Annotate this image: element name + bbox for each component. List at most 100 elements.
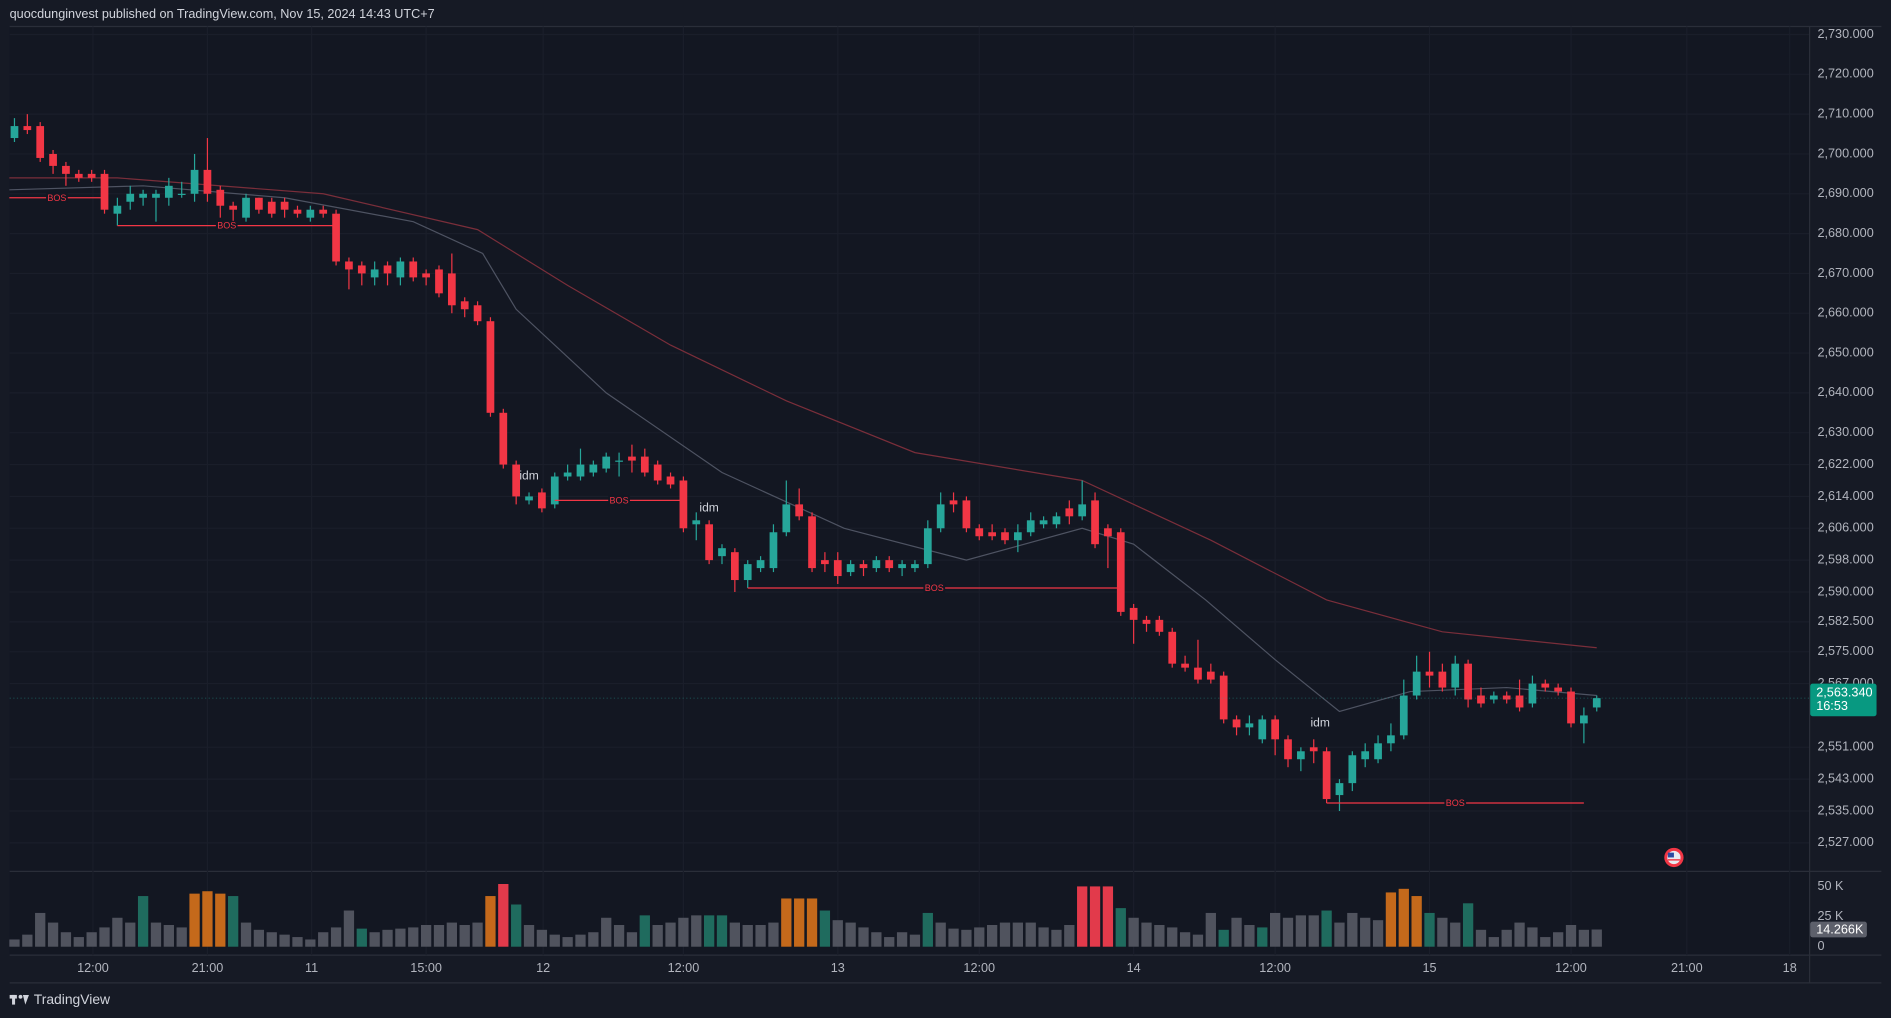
volume-bar <box>1128 917 1139 947</box>
volume-bar <box>999 922 1011 947</box>
volume-bar <box>176 927 187 947</box>
candle-body <box>1155 619 1164 632</box>
y-tick-label: 2,527.000 <box>1817 835 1873 849</box>
y-tick-label: 2,606.000 <box>1817 521 1873 535</box>
candle-body <box>833 560 842 577</box>
candle-body <box>1014 532 1022 541</box>
candle-body <box>538 492 546 509</box>
candle-body <box>486 321 495 413</box>
volume-bar <box>99 927 110 947</box>
volume-bar <box>202 891 213 947</box>
volume-bar <box>1450 922 1461 947</box>
volume-bar <box>1321 910 1332 947</box>
volume-bar <box>1089 886 1101 947</box>
candle-body <box>1361 751 1370 760</box>
volume-tick-label: 0 <box>1817 939 1824 953</box>
volume-bar <box>665 922 676 947</box>
x-tick-label: 12:00 <box>77 961 109 975</box>
candle-body <box>692 520 701 525</box>
volume-bar <box>806 898 818 947</box>
candle-body <box>628 456 636 461</box>
candle-body <box>615 460 623 462</box>
candle-body <box>216 189 225 206</box>
candle-body <box>576 464 585 477</box>
label-gap <box>923 583 946 593</box>
volume-tick-label: 25 K <box>1817 909 1844 923</box>
volume-bar <box>1051 929 1062 947</box>
candle-body <box>1142 619 1151 624</box>
y-tick-label: 2,622.000 <box>1817 457 1873 471</box>
volume-bar <box>1437 917 1448 947</box>
candle-body <box>679 480 688 529</box>
volume-bar <box>1501 929 1512 947</box>
candle-body <box>1489 695 1498 700</box>
y-tick-label: 2,720.000 <box>1817 67 1873 81</box>
volume-bar <box>1231 917 1242 947</box>
candle-body <box>1438 671 1447 688</box>
x-tick-label: 11 <box>305 961 318 975</box>
candle-body <box>821 560 829 565</box>
volume-bar <box>318 932 329 947</box>
candle-body <box>1592 698 1601 708</box>
candle-body <box>87 173 96 178</box>
label-gap <box>215 220 238 231</box>
x-tick-label: 15 <box>1422 961 1436 975</box>
candle-body <box>242 197 250 218</box>
candle-body <box>756 560 765 569</box>
volume-bar <box>1167 927 1178 947</box>
volume-bar <box>356 928 367 947</box>
volume-bar <box>1385 892 1397 947</box>
candle-body <box>1528 683 1537 704</box>
volume-bar <box>215 893 226 947</box>
x-tick-label: 14 <box>1127 961 1141 975</box>
volume-bar <box>575 934 586 947</box>
volume-bar <box>1218 929 1229 947</box>
volume-bar <box>858 927 869 947</box>
header: quocdunginvest published on TradingView.… <box>10 7 435 21</box>
candle-body <box>1078 504 1087 517</box>
candle-body <box>846 564 855 573</box>
volume-bar <box>549 934 560 947</box>
candle-body <box>435 269 443 294</box>
volume-bar <box>1411 896 1422 947</box>
volume-bar <box>279 934 290 947</box>
volume-bar <box>86 932 97 947</box>
volume-bar <box>523 925 535 947</box>
volume-bar <box>163 925 174 947</box>
candle-body <box>473 305 482 322</box>
y-tick-label: 2,598.000 <box>1817 552 1873 566</box>
volume-bar <box>729 922 741 947</box>
structure-label: BOS <box>1446 798 1465 808</box>
candle-body <box>113 205 122 214</box>
volume-bar <box>845 922 856 947</box>
volume-bar <box>9 939 20 947</box>
structure-label: BOS <box>217 221 236 231</box>
volume-bar <box>626 932 638 947</box>
volume-bar <box>703 915 715 947</box>
volume-bar <box>781 898 792 947</box>
volume-bar <box>768 922 779 947</box>
volume-bar <box>511 904 522 947</box>
candle-body <box>36 126 45 158</box>
candle-body <box>563 472 572 477</box>
volume-bar <box>253 929 265 947</box>
candle-body <box>126 193 135 202</box>
volume-bar <box>1154 925 1165 947</box>
y-tick-label: 2,575.000 <box>1817 644 1873 658</box>
candle-body <box>1206 671 1215 680</box>
candle-body <box>1026 520 1035 533</box>
volume-bar <box>47 922 59 947</box>
candle-body <box>988 532 996 537</box>
last-volume-tag <box>1810 921 1867 938</box>
volume-bar <box>292 937 303 947</box>
volume-bar <box>420 925 432 947</box>
volume-bar <box>305 939 316 947</box>
candle-body <box>383 265 392 274</box>
structure-label: BOS <box>610 495 629 505</box>
volume-bar <box>150 922 162 947</box>
label-gap <box>1444 798 1467 808</box>
x-tick-label: 12:00 <box>1259 961 1291 975</box>
volume-bar <box>1025 922 1036 947</box>
candle-body <box>1245 723 1254 728</box>
